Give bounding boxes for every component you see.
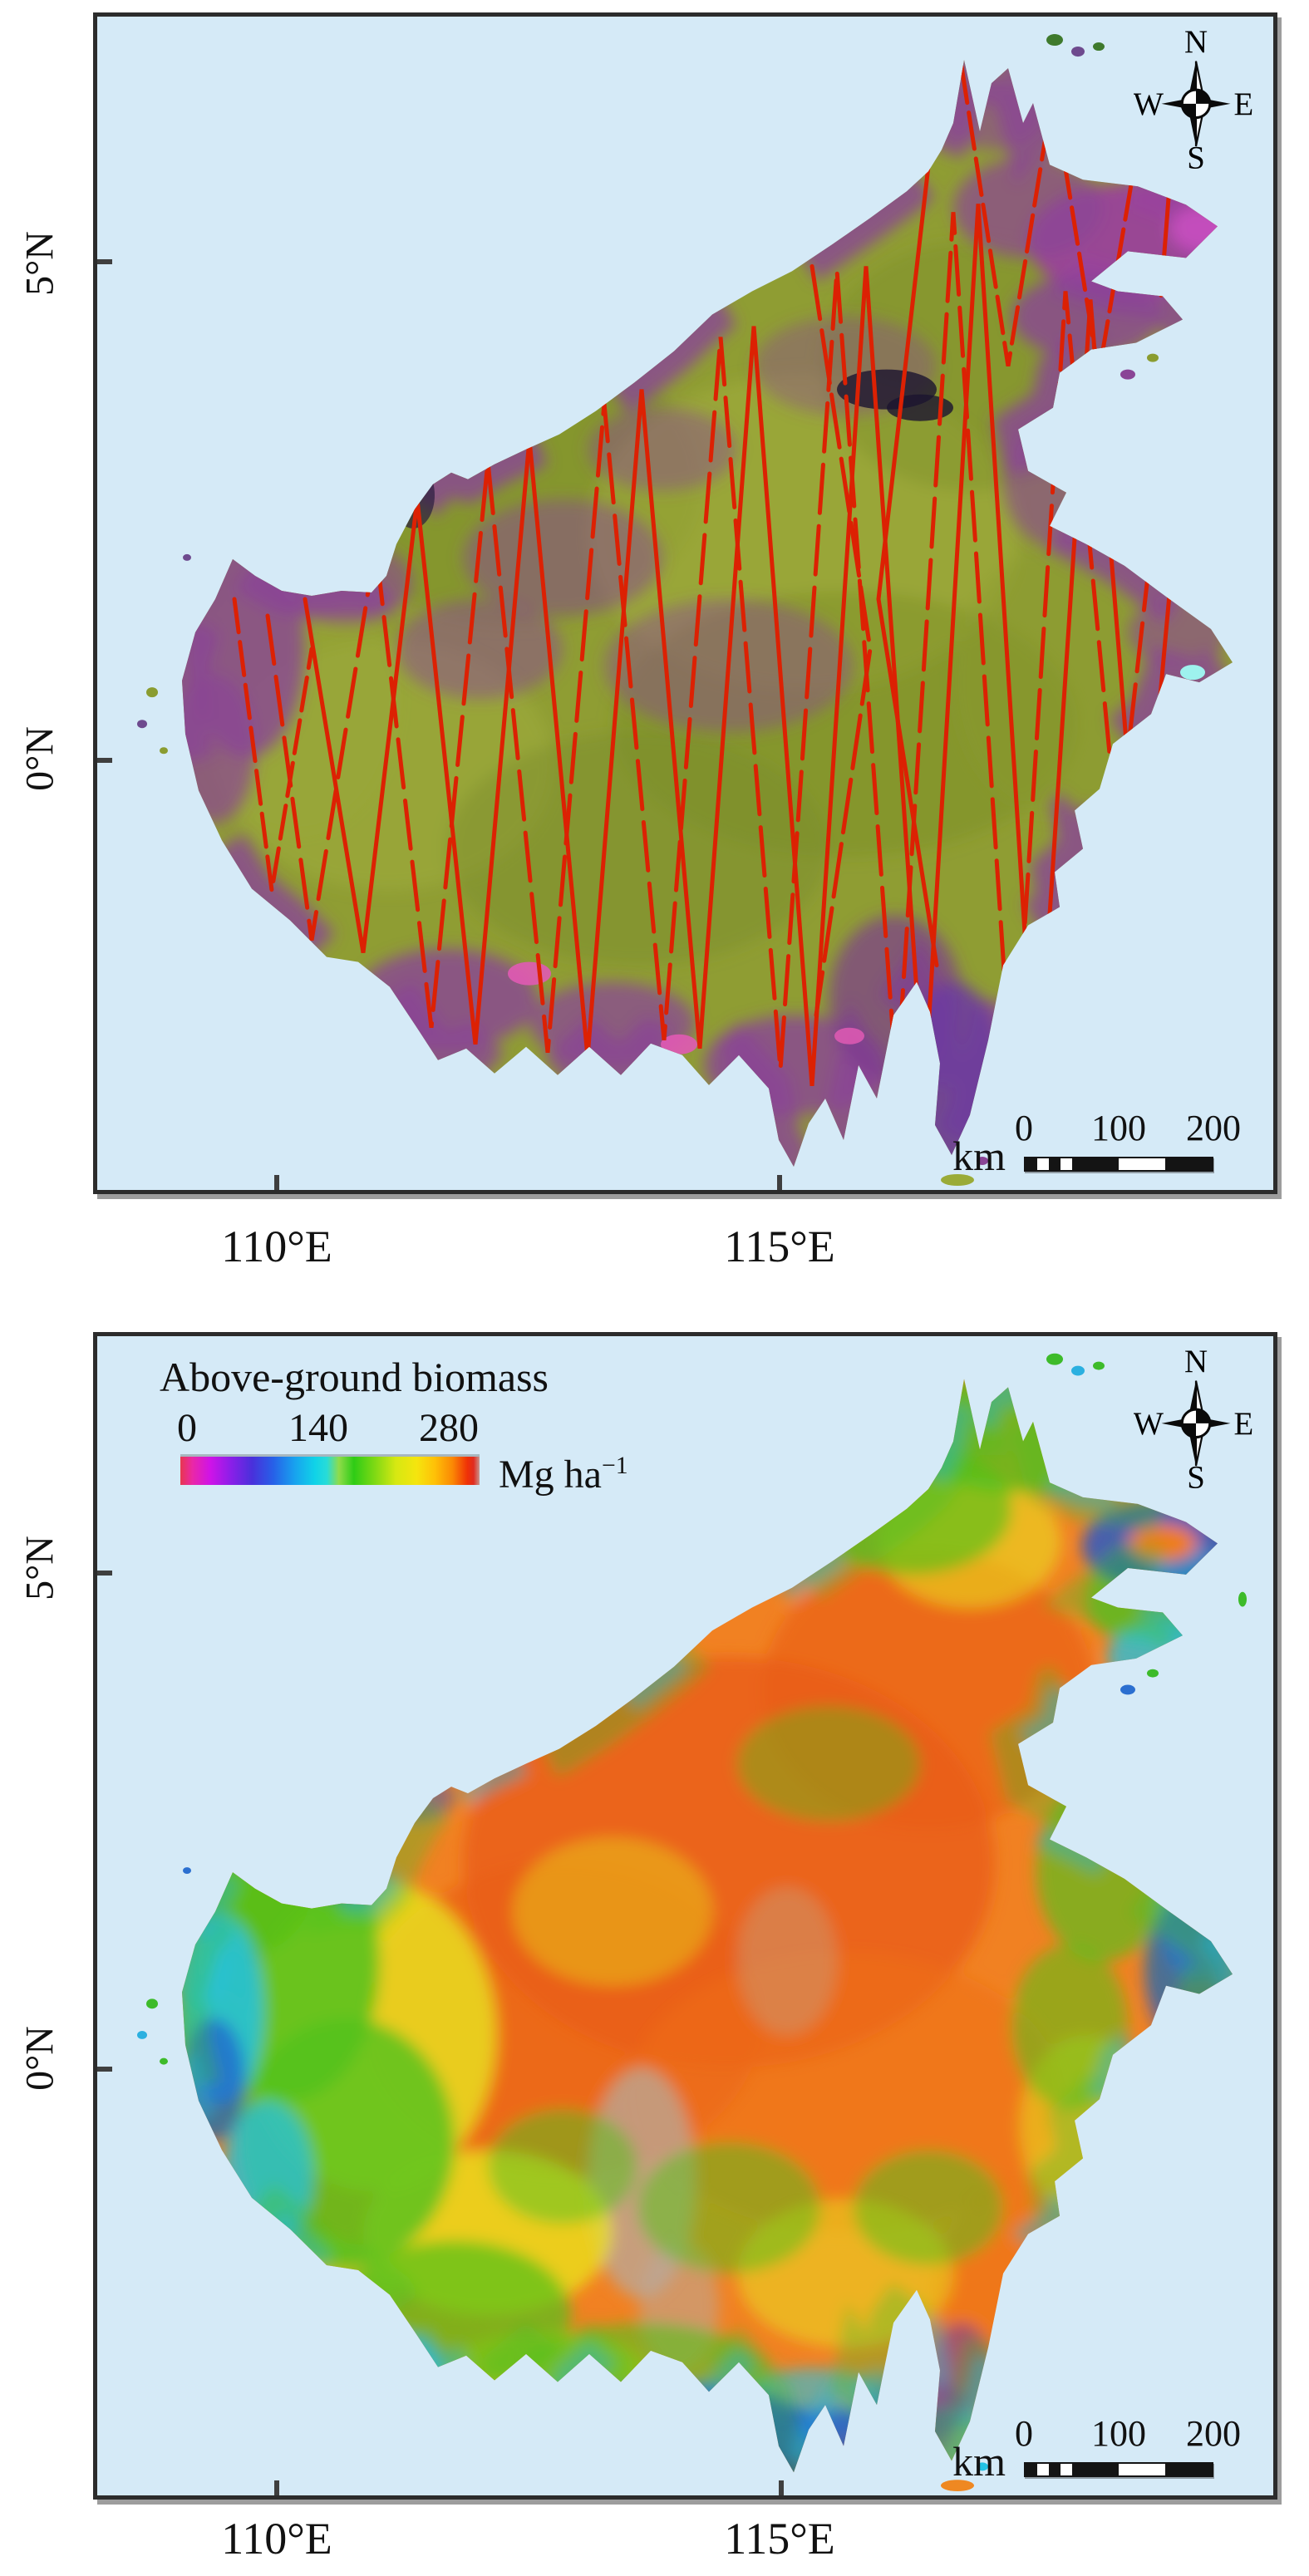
y-axis-tick-0n [97,2067,112,2072]
compass-label-s: S [1187,140,1205,171]
y-axis-tick-5n [97,1571,112,1576]
biomass-legend: Above-ground biomass 0 140 280 Mg ha−1 [158,1354,706,1508]
y-tick-label-0n-bottom: 0°N [17,2026,62,2091]
compass-label-n: N [1184,1344,1208,1379]
y-tick-label-5n-top: 5°N [17,231,62,296]
satellite-raster [137,34,1233,1186]
scale-bar: km 0 100 200 [952,2413,1241,2483]
scale-bar-segments [1024,2462,1213,2477]
y-tick-label-5n-bottom: 5°N [17,1536,62,1600]
x-axis-tick-115e [777,1175,782,1190]
x-axis-tick-115e [779,2480,784,2495]
legend-scale: 0 140 280 Mg ha−1 [158,1408,706,1508]
scale-unit-label: km [952,1133,1006,1179]
scale-unit-label: km [952,2438,1006,2485]
scale-tick-0: 0 [1015,1108,1033,1148]
scale-bar: km 0 100 200 [952,1108,1241,1177]
compass-label-w: W [1134,86,1164,122]
x-tick-label-115e-bottom: 115°E [724,2514,835,2564]
compass-label-n: N [1184,24,1208,60]
x-axis-tick-110e [274,1175,279,1190]
compass-rose: N W E S [1134,1344,1253,1491]
legend-unit-exponent: −1 [601,1452,628,1479]
scale-tick-100: 100 [1091,1108,1146,1148]
offshore-islets [137,34,1159,1186]
biomass-raster [137,1353,1247,2492]
legend-tick-280: 280 [419,1406,479,1450]
legend-tick-0: 0 [177,1406,197,1450]
satellite-map-panel: N W E S km 0 100 200 [93,12,1277,1194]
compass-rose: N W E S [1134,24,1253,171]
x-axis-tick-110e [274,2480,279,2495]
biomass-map-panel: Above-ground biomass 0 140 280 Mg ha−1 N… [93,1332,1277,2500]
compass-label-s: S [1187,1459,1205,1491]
scale-tick-0: 0 [1015,2413,1033,2454]
y-axis-tick-5n [97,259,112,264]
offshore-islets [137,1353,1247,2492]
legend-unit: Mg ha−1 [499,1452,628,1497]
compass-star [1161,1380,1231,1467]
legend-unit-base: Mg ha [499,1453,602,1497]
y-tick-label-0n-top: 0°N [17,726,62,791]
scale-tick-labels: 0 100 200 [1015,2413,1241,2457]
y-axis-tick-0n [97,758,112,763]
legend-title: Above-ground biomass [160,1354,549,1400]
compass-label-e: E [1233,1406,1253,1442]
scale-tick-200: 200 [1186,2413,1241,2454]
compass-label-w: W [1134,1406,1164,1442]
x-tick-label-110e-top: 110°E [221,1222,332,1271]
compass-label-e: E [1233,86,1253,122]
scale-bar-segments [1024,1157,1213,1172]
x-tick-label-115e-top: 115°E [724,1222,835,1271]
x-tick-label-110e-bottom: 110°E [221,2514,332,2564]
scale-tick-100: 100 [1091,2413,1146,2454]
scale-tick-labels: 0 100 200 [1015,1108,1241,1152]
coastal-lagoon [1180,665,1205,681]
compass-star [1161,61,1231,147]
biomass-colorbar [180,1457,480,1485]
scale-tick-200: 200 [1186,1108,1241,1148]
legend-tick-140: 140 [288,1406,348,1450]
